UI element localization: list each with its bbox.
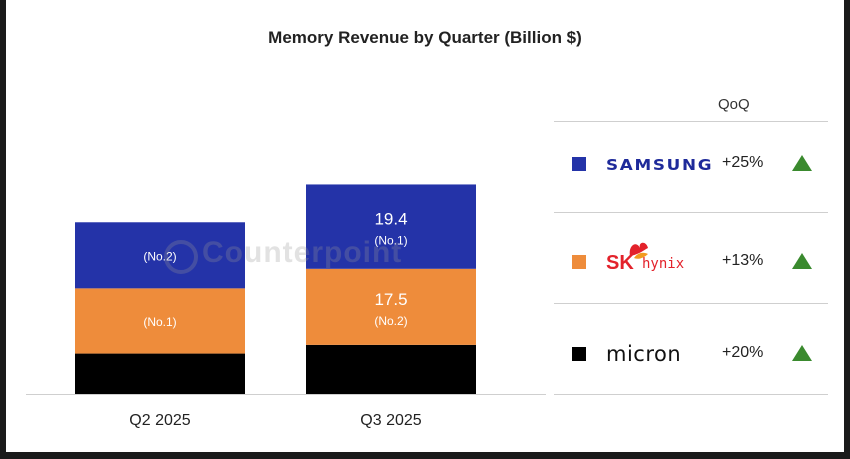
up-triangle-icon — [792, 253, 812, 269]
rank-label: (No.1) — [143, 315, 176, 329]
legend-item-samsung: SAMSUNG +25% — [566, 144, 836, 184]
legend-divider — [554, 303, 828, 304]
qoq-value: +20% — [722, 344, 764, 361]
legend-item-micron: micron +20% — [566, 334, 836, 374]
bar-segment-sk-hynix — [75, 288, 245, 354]
bar-segment-micron — [75, 353, 245, 394]
skhynix-logo: SK hynix — [606, 242, 706, 276]
x-tick-label: Q2 2025 — [129, 412, 190, 429]
legend-swatch — [572, 347, 586, 361]
rank-label: (No.1) — [374, 234, 407, 248]
bar-segment-micron — [306, 344, 476, 394]
x-tick-label: Q3 2025 — [360, 412, 421, 429]
watermark: Counterpoint — [202, 236, 403, 269]
legend-divider — [554, 121, 828, 122]
chart-frame: Memory Revenue by Quarter (Billion $) (N… — [6, 0, 844, 452]
counterpoint-logo-icon — [164, 240, 198, 274]
legend-swatch — [572, 255, 586, 269]
bar-segment-samsung — [75, 222, 245, 289]
up-triangle-icon — [792, 155, 812, 171]
skhynix-butterfly-icon — [629, 242, 648, 259]
bar-segment-samsung — [306, 184, 476, 269]
bar-segment-sk-hynix — [306, 268, 476, 345]
legend-swatch — [572, 157, 586, 171]
data-label: 17.5 — [374, 290, 407, 309]
qoq-value: +13% — [722, 252, 764, 269]
legend-divider — [554, 212, 828, 213]
legend-item-skhynix: SK hynix +13% — [566, 242, 836, 282]
chart-title: Memory Revenue by Quarter (Billion $) — [268, 28, 582, 47]
qoq-value: +25% — [722, 154, 764, 171]
up-triangle-icon — [792, 345, 812, 361]
stacked-bar-chart: (No.1)(No.2)Q2 202517.5(No.2)19.4(No.1)Q… — [26, 184, 546, 429]
data-label: 19.4 — [374, 210, 407, 229]
legend-divider — [554, 394, 828, 395]
legend-header: QoQ — [718, 96, 750, 113]
rank-label: (No.2) — [374, 314, 407, 328]
